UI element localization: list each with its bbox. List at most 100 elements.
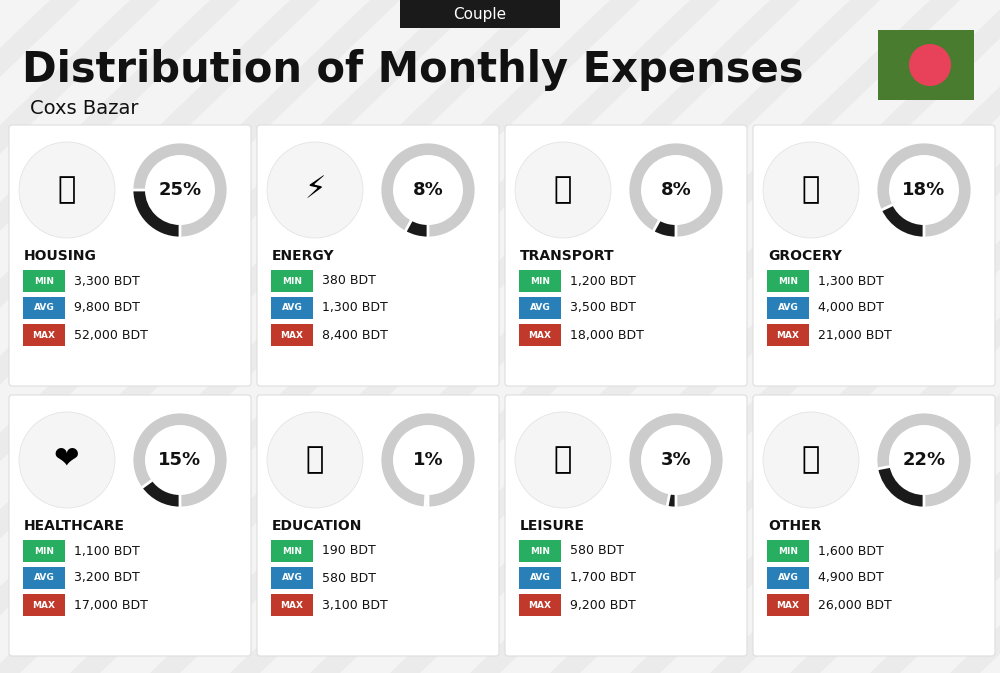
- FancyBboxPatch shape: [767, 297, 809, 319]
- FancyBboxPatch shape: [23, 540, 65, 562]
- Text: 3,500 BDT: 3,500 BDT: [570, 302, 636, 314]
- Text: HEALTHCARE: HEALTHCARE: [24, 519, 125, 533]
- Text: OTHER: OTHER: [768, 519, 821, 533]
- Wedge shape: [141, 480, 180, 508]
- Text: 52,000 BDT: 52,000 BDT: [74, 328, 148, 341]
- Text: 🏢: 🏢: [58, 176, 76, 205]
- FancyBboxPatch shape: [519, 270, 561, 292]
- Text: AVG: AVG: [282, 573, 302, 583]
- Text: 3,100 BDT: 3,100 BDT: [322, 598, 388, 612]
- FancyBboxPatch shape: [271, 594, 313, 616]
- FancyBboxPatch shape: [271, 540, 313, 562]
- FancyBboxPatch shape: [23, 297, 65, 319]
- Text: 1%: 1%: [413, 451, 443, 469]
- Polygon shape: [900, 0, 1000, 673]
- Text: MAX: MAX: [528, 330, 552, 339]
- FancyBboxPatch shape: [271, 297, 313, 319]
- FancyBboxPatch shape: [505, 395, 747, 656]
- FancyBboxPatch shape: [519, 567, 561, 589]
- Text: 8,400 BDT: 8,400 BDT: [322, 328, 388, 341]
- Wedge shape: [876, 142, 972, 238]
- Text: ❤️: ❤️: [54, 446, 80, 474]
- Text: 1,300 BDT: 1,300 BDT: [322, 302, 388, 314]
- Polygon shape: [820, 0, 1000, 673]
- Circle shape: [19, 142, 115, 238]
- Circle shape: [890, 427, 958, 493]
- Text: Distribution of Monthly Expenses: Distribution of Monthly Expenses: [22, 49, 804, 91]
- Text: AVG: AVG: [282, 304, 302, 312]
- Circle shape: [394, 427, 462, 493]
- FancyBboxPatch shape: [767, 324, 809, 346]
- Text: 🚌: 🚌: [554, 176, 572, 205]
- Text: 26,000 BDT: 26,000 BDT: [818, 598, 892, 612]
- Circle shape: [909, 44, 951, 86]
- Wedge shape: [132, 142, 228, 238]
- Text: 15%: 15%: [158, 451, 202, 469]
- Wedge shape: [132, 412, 228, 508]
- Polygon shape: [0, 0, 210, 673]
- Text: 8%: 8%: [661, 181, 691, 199]
- FancyBboxPatch shape: [753, 125, 995, 386]
- Text: 21,000 BDT: 21,000 BDT: [818, 328, 892, 341]
- FancyBboxPatch shape: [271, 567, 313, 589]
- Polygon shape: [0, 0, 370, 673]
- Wedge shape: [380, 412, 476, 508]
- Text: AVG: AVG: [34, 573, 54, 583]
- Text: 580 BDT: 580 BDT: [322, 571, 376, 584]
- Text: ENERGY: ENERGY: [272, 249, 335, 263]
- FancyBboxPatch shape: [257, 395, 499, 656]
- Circle shape: [642, 427, 710, 493]
- Text: 3,300 BDT: 3,300 BDT: [74, 275, 140, 287]
- Circle shape: [267, 412, 363, 508]
- Text: Coxs Bazar: Coxs Bazar: [30, 98, 138, 118]
- FancyBboxPatch shape: [271, 324, 313, 346]
- Wedge shape: [380, 142, 476, 238]
- Circle shape: [146, 156, 214, 223]
- Circle shape: [515, 142, 611, 238]
- FancyBboxPatch shape: [519, 297, 561, 319]
- Text: 580 BDT: 580 BDT: [570, 544, 624, 557]
- Text: MAX: MAX: [280, 600, 304, 610]
- Text: 18,000 BDT: 18,000 BDT: [570, 328, 644, 341]
- Polygon shape: [0, 0, 610, 673]
- Text: 1,600 BDT: 1,600 BDT: [818, 544, 884, 557]
- Wedge shape: [628, 412, 724, 508]
- Wedge shape: [132, 190, 180, 238]
- Text: MIN: MIN: [530, 546, 550, 555]
- Polygon shape: [420, 0, 1000, 673]
- FancyBboxPatch shape: [767, 567, 809, 589]
- Text: 🛍️: 🛍️: [554, 446, 572, 474]
- Wedge shape: [667, 493, 676, 508]
- Text: MIN: MIN: [282, 277, 302, 285]
- Text: MIN: MIN: [282, 546, 302, 555]
- FancyBboxPatch shape: [519, 594, 561, 616]
- Circle shape: [267, 142, 363, 238]
- Text: 380 BDT: 380 BDT: [322, 275, 376, 287]
- Polygon shape: [660, 0, 1000, 673]
- Text: 3%: 3%: [661, 451, 691, 469]
- Text: HOUSING: HOUSING: [24, 249, 97, 263]
- Wedge shape: [425, 493, 428, 508]
- Wedge shape: [877, 466, 924, 508]
- Polygon shape: [980, 0, 1000, 673]
- FancyBboxPatch shape: [9, 125, 251, 386]
- FancyBboxPatch shape: [23, 324, 65, 346]
- Text: GROCERY: GROCERY: [768, 249, 842, 263]
- Circle shape: [763, 142, 859, 238]
- Text: EDUCATION: EDUCATION: [272, 519, 362, 533]
- Text: MIN: MIN: [778, 546, 798, 555]
- Text: 1,700 BDT: 1,700 BDT: [570, 571, 636, 584]
- Text: 18%: 18%: [902, 181, 946, 199]
- Text: 4,000 BDT: 4,000 BDT: [818, 302, 884, 314]
- Text: 1,100 BDT: 1,100 BDT: [74, 544, 140, 557]
- Text: 1,300 BDT: 1,300 BDT: [818, 275, 884, 287]
- Circle shape: [394, 156, 462, 223]
- Circle shape: [19, 412, 115, 508]
- Text: 190 BDT: 190 BDT: [322, 544, 376, 557]
- Circle shape: [515, 412, 611, 508]
- Text: 🎓: 🎓: [306, 446, 324, 474]
- Text: 25%: 25%: [158, 181, 202, 199]
- Polygon shape: [100, 0, 850, 673]
- Wedge shape: [653, 219, 676, 238]
- Polygon shape: [0, 0, 450, 673]
